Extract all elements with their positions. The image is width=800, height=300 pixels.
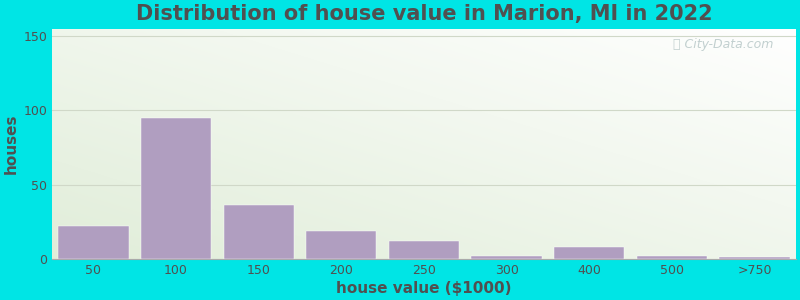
X-axis label: house value ($1000): house value ($1000) (336, 281, 512, 296)
Bar (637, 256, 707, 259)
Bar (389, 241, 459, 259)
Title: Distribution of house value in Marion, MI in 2022: Distribution of house value in Marion, M… (136, 4, 712, 24)
Bar (554, 247, 624, 259)
Text: ⓘ City-Data.com: ⓘ City-Data.com (673, 38, 774, 51)
Bar (223, 205, 294, 259)
Bar (719, 257, 790, 259)
Bar (306, 231, 377, 259)
Bar (471, 256, 542, 259)
Y-axis label: houses: houses (4, 113, 19, 174)
Bar (58, 226, 129, 259)
Bar (141, 118, 211, 259)
